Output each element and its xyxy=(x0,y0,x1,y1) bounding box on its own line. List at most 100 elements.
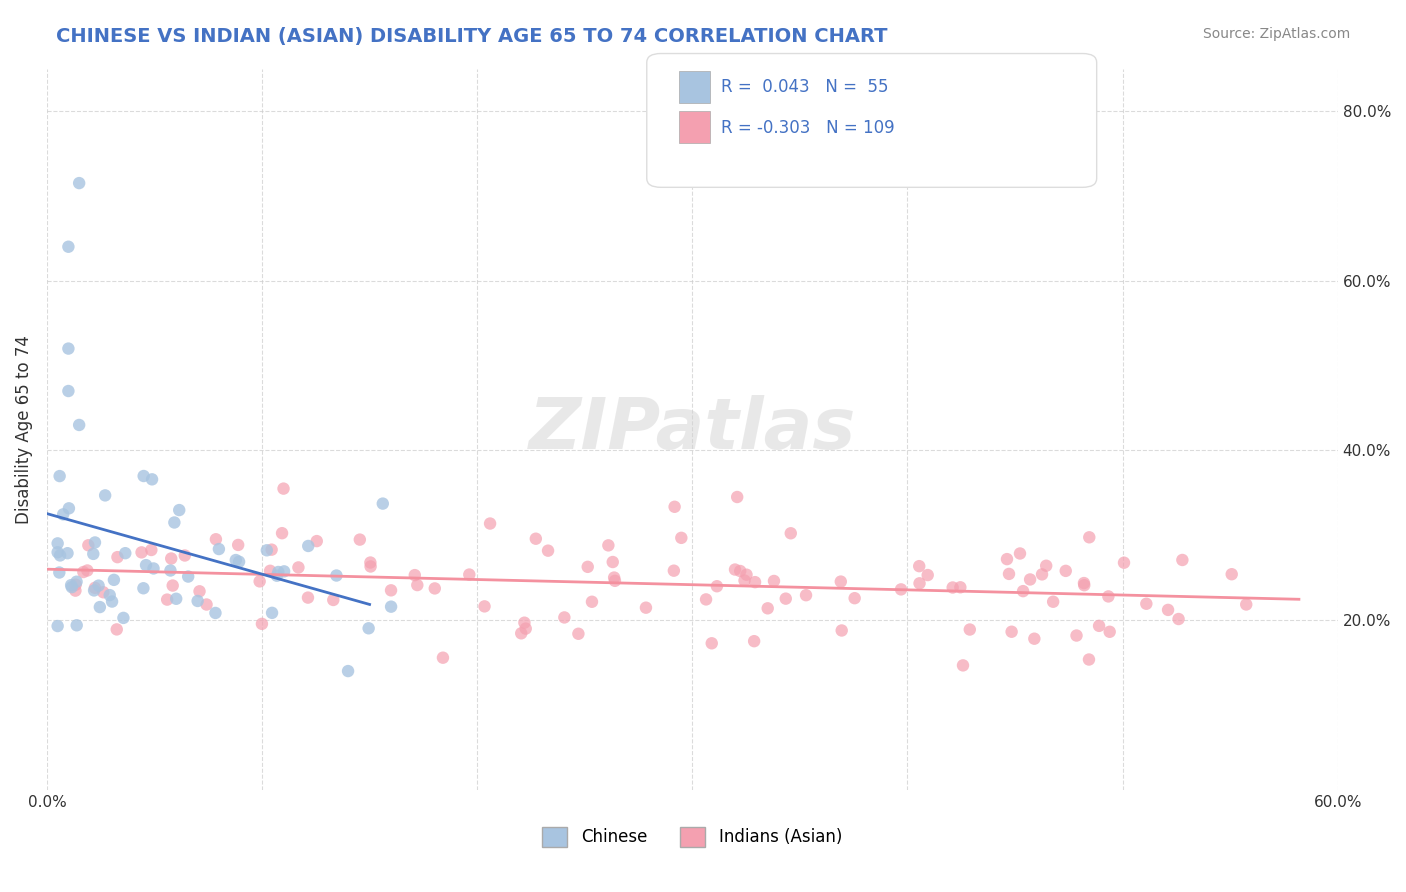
Point xyxy=(225,553,247,567)
Point xyxy=(67,176,90,190)
Point xyxy=(662,564,685,578)
Point xyxy=(177,569,200,583)
Point xyxy=(77,538,100,552)
Point xyxy=(1098,624,1121,639)
Point xyxy=(479,516,502,531)
Point xyxy=(1024,632,1046,646)
Point xyxy=(271,526,294,541)
Point xyxy=(159,564,181,578)
Point xyxy=(1171,553,1194,567)
Point xyxy=(187,594,209,608)
Point xyxy=(603,570,626,584)
Point xyxy=(1078,530,1101,544)
Point xyxy=(337,664,360,678)
Point xyxy=(58,240,80,254)
Point xyxy=(775,591,797,606)
Point xyxy=(1135,597,1157,611)
Point xyxy=(52,508,75,522)
Point xyxy=(114,546,136,560)
Point xyxy=(65,574,87,589)
Point xyxy=(58,384,80,398)
Point xyxy=(671,531,693,545)
Point xyxy=(135,558,157,573)
Point xyxy=(1097,590,1119,604)
Point xyxy=(952,658,974,673)
Point xyxy=(132,469,155,483)
Point xyxy=(188,584,211,599)
Point xyxy=(160,551,183,566)
Point xyxy=(598,538,620,552)
Point xyxy=(371,497,394,511)
Point xyxy=(204,606,226,620)
Point xyxy=(98,588,121,602)
Point xyxy=(1234,598,1257,612)
Point xyxy=(65,583,87,598)
Point xyxy=(76,564,98,578)
Point xyxy=(66,618,89,632)
Point xyxy=(60,578,83,592)
Point xyxy=(794,588,817,602)
Point xyxy=(260,606,283,620)
Point xyxy=(46,536,69,550)
Point xyxy=(48,566,70,580)
Point xyxy=(513,615,536,630)
Text: Source: ZipAtlas.com: Source: ZipAtlas.com xyxy=(1202,27,1350,41)
Point xyxy=(49,549,72,563)
Point xyxy=(325,568,347,582)
Point xyxy=(942,581,965,595)
Point xyxy=(141,543,163,558)
Point xyxy=(908,559,931,574)
Point xyxy=(423,582,446,596)
Point xyxy=(537,543,560,558)
Point xyxy=(82,547,104,561)
Point xyxy=(1112,556,1135,570)
Point xyxy=(603,574,626,588)
Point xyxy=(404,568,426,582)
Point xyxy=(105,623,128,637)
Point xyxy=(142,561,165,575)
Point xyxy=(524,532,547,546)
Point xyxy=(1167,612,1189,626)
Point xyxy=(360,559,382,574)
Point xyxy=(1019,573,1042,587)
Point xyxy=(58,342,80,356)
Point xyxy=(266,568,288,582)
Point xyxy=(1078,652,1101,666)
Point xyxy=(844,591,866,606)
Point xyxy=(1220,567,1243,582)
Y-axis label: Disability Age 65 to 74: Disability Age 65 to 74 xyxy=(15,334,32,524)
Point xyxy=(380,583,402,598)
Point xyxy=(553,610,575,624)
Point xyxy=(917,568,939,582)
Text: CHINESE VS INDIAN (ASIAN) DISABILITY AGE 65 TO 74 CORRELATION CHART: CHINESE VS INDIAN (ASIAN) DISABILITY AGE… xyxy=(56,27,887,45)
Point xyxy=(101,594,124,608)
Point xyxy=(725,490,748,504)
Point xyxy=(56,546,79,560)
Point xyxy=(474,599,496,614)
Point xyxy=(65,577,87,591)
Point xyxy=(359,556,381,570)
Point xyxy=(724,563,747,577)
Point xyxy=(46,619,69,633)
Point xyxy=(830,574,852,589)
Text: R =  0.043   N =  55: R = 0.043 N = 55 xyxy=(721,78,889,96)
Point xyxy=(1054,564,1077,578)
Point xyxy=(1073,578,1095,592)
Point xyxy=(250,616,273,631)
Point xyxy=(107,550,129,565)
Point xyxy=(163,516,186,530)
Text: ZIPatlas: ZIPatlas xyxy=(529,394,856,464)
Point xyxy=(58,501,80,516)
Point xyxy=(959,623,981,637)
Point xyxy=(1035,558,1057,573)
Point xyxy=(949,580,972,594)
Point xyxy=(132,581,155,595)
Point xyxy=(634,600,657,615)
Point xyxy=(510,626,533,640)
Point xyxy=(349,533,371,547)
Point xyxy=(706,579,728,593)
Point xyxy=(1073,576,1095,591)
Point xyxy=(72,565,94,579)
Point xyxy=(259,564,281,578)
Point xyxy=(1000,624,1022,639)
